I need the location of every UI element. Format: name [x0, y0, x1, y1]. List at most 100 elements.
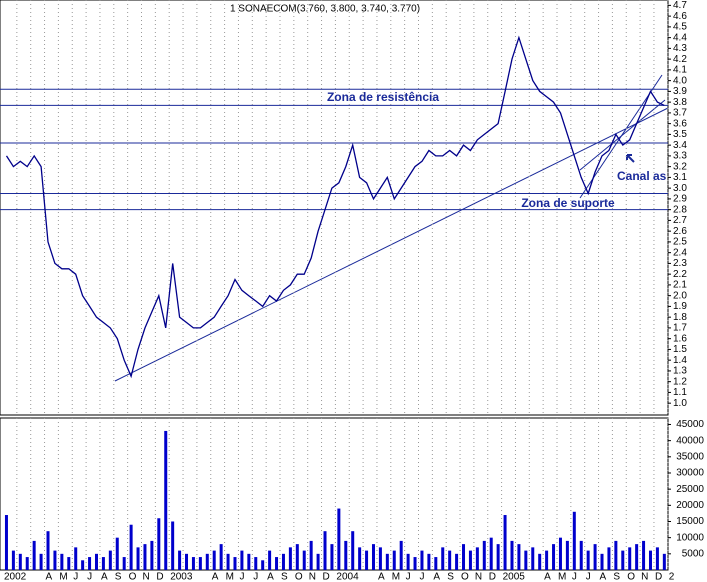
- y-tick-label: 1.7: [673, 323, 687, 334]
- y-tick-label: 3.4: [673, 140, 687, 151]
- y-tick-label: 4.6: [673, 11, 687, 22]
- y-tick-label: 2.1: [673, 280, 687, 291]
- y-tick-label: 4.7: [673, 0, 687, 11]
- price-line: [5, 35, 665, 379]
- volume-bar: [642, 540, 646, 570]
- y-tick-label: 3.1: [673, 172, 687, 183]
- y-tick-label: 4.0: [673, 75, 687, 86]
- volume-bar: [510, 540, 514, 570]
- volume-bar: [94, 553, 98, 570]
- volume-bar: [275, 557, 279, 570]
- volume-bar: [178, 550, 182, 570]
- volume-bar: [233, 557, 237, 570]
- annotation: Zona de resistência: [327, 90, 439, 104]
- volume-bar: [358, 547, 362, 570]
- x-tick-label: 2005: [503, 572, 526, 582]
- x-tick-label: N: [641, 572, 648, 582]
- volume-bar: [344, 540, 348, 570]
- x-tick-label: N: [309, 572, 316, 582]
- x-tick-label: J: [253, 572, 258, 582]
- volume-bar: [129, 524, 133, 570]
- volume-bar: [261, 560, 265, 570]
- volume-bar: [441, 547, 445, 570]
- y-tick-label: 2.6: [673, 226, 687, 237]
- volume-bar: [565, 540, 569, 570]
- x-tick-label: 2003: [170, 572, 193, 582]
- volume-bar: [143, 544, 147, 570]
- y-tick-label: 1.1: [673, 387, 687, 398]
- y-tick-label: 1.0: [673, 398, 687, 409]
- x-tick-label: J: [586, 572, 591, 582]
- x-tick-label: A: [101, 572, 108, 582]
- volume-bar: [558, 537, 562, 570]
- y-tick-label: 1.8: [673, 312, 687, 323]
- volume-bar: [316, 553, 320, 570]
- x-tick-label: O: [129, 572, 137, 582]
- volume-bar: [150, 540, 154, 570]
- chart-title: 1 SONAECOM(3.760, 3.800, 3.740, 3.770): [230, 4, 420, 15]
- y-tick-label: 4.5: [673, 22, 687, 33]
- y-tick-label: 4.4: [673, 32, 687, 43]
- volume-bar: [648, 550, 652, 570]
- x-tick-label: A: [433, 572, 440, 582]
- volume-bar: [468, 550, 472, 570]
- volume-bar: [392, 550, 396, 570]
- x-tick-label: S: [115, 572, 122, 582]
- y-tick-label: 3.3: [673, 151, 687, 162]
- y-tick-label: 2.0: [673, 290, 687, 301]
- volume-bar: [489, 537, 493, 570]
- volume-bar: [413, 557, 417, 570]
- volume-bar: [323, 531, 327, 570]
- volume-bar: [607, 547, 611, 570]
- y-tick-label: 1.3: [673, 366, 687, 377]
- x-tick-label: J: [87, 572, 92, 582]
- volume-bar: [226, 553, 230, 570]
- volume-bar: [455, 553, 459, 570]
- x-tick-label: D: [323, 572, 330, 582]
- volume-bar: [281, 553, 285, 570]
- volume-bar: [655, 547, 659, 570]
- y-tick-label: 1.9: [673, 301, 687, 312]
- y-tick-label: 2.7: [673, 215, 687, 226]
- x-tick-label: D: [489, 572, 496, 582]
- x-tick-label: J: [572, 572, 577, 582]
- volume-bar: [247, 553, 251, 570]
- y-tick-label: 3.0: [673, 183, 687, 194]
- volume-bar: [475, 547, 479, 570]
- y-tick-label: 2.3: [673, 258, 687, 269]
- volume-bar: [385, 553, 389, 570]
- volume-bar: [462, 544, 466, 570]
- arrow: [626, 154, 635, 163]
- volume-bar: [482, 540, 486, 570]
- x-tick-label: A: [544, 572, 551, 582]
- volume-bar: [628, 547, 632, 570]
- volume-bar: [552, 544, 556, 570]
- annotation: Canal as: [617, 169, 667, 183]
- volume-bar: [4, 515, 8, 570]
- volume-bar: [53, 550, 57, 570]
- volume-bar: [219, 544, 223, 570]
- volume-bar: [662, 553, 666, 570]
- volume-bar: [268, 550, 272, 570]
- x-tick-label: 2: [669, 572, 675, 582]
- y-tick-label: 1.2: [673, 376, 687, 387]
- volume-bar: [198, 557, 202, 570]
- volume-bar: [579, 540, 583, 570]
- volume-bar: [309, 540, 313, 570]
- volume-bar: [60, 553, 64, 570]
- volume-bar: [171, 521, 175, 570]
- volume-bar: [434, 557, 438, 570]
- volume-bar: [11, 550, 15, 570]
- volume-bar: [240, 550, 244, 570]
- volume-bar: [205, 553, 209, 570]
- y-tick-label: 3.7: [673, 108, 687, 119]
- x-tick-label: J: [239, 572, 244, 582]
- x-tick-label: 2002: [4, 572, 27, 582]
- volume-bar: [330, 544, 334, 570]
- volume-bar: [212, 550, 216, 570]
- volume-bar: [157, 518, 161, 570]
- annotation: Zona de suporte: [521, 196, 615, 210]
- volume-bar: [406, 553, 410, 570]
- x-tick-label: M: [226, 572, 234, 582]
